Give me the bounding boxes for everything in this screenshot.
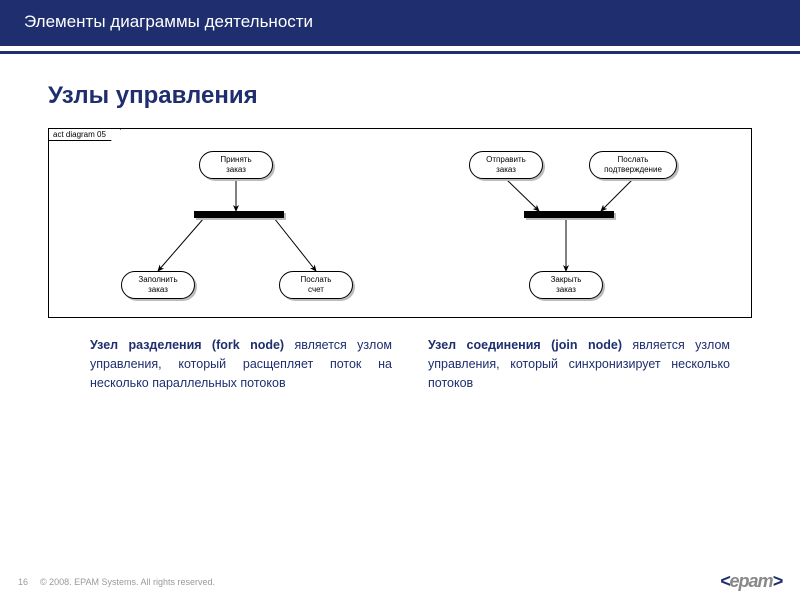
slide-header-title: Элементы диаграммы деятельности <box>24 12 313 31</box>
logo-text: epam <box>729 571 772 591</box>
fork-description: Узел разделения (fork node) является узл… <box>90 336 392 392</box>
arrow-2 <box>274 218 316 271</box>
slide-header: Элементы диаграммы деятельности <box>0 0 800 51</box>
diagram-container: act diagram 05 Принятьзаказ Отправитьзака… <box>48 128 752 318</box>
activity-node-invoice: Послатьсчет <box>279 271 353 299</box>
section-title: Узлы управления <box>0 54 800 128</box>
descriptions-row: Узел разделения (fork node) является узл… <box>0 336 800 392</box>
join-desc-bold: Узел соединения (join node) <box>428 338 622 352</box>
activity-node-confirm: Послатьподтверждение <box>589 151 677 179</box>
logo: <epam> <box>720 571 782 592</box>
activity-node-accept: Принятьзаказ <box>199 151 273 179</box>
arrow-1 <box>158 218 204 271</box>
activity-node-fill: Заполнитьзаказ <box>121 271 195 299</box>
fork-bar <box>194 211 284 218</box>
page-number: 16 <box>18 577 40 587</box>
arrow-3 <box>506 179 539 211</box>
frame-label: act diagram 05 <box>49 129 121 141</box>
diagram-frame: act diagram 05 Принятьзаказ Отправитьзака… <box>48 128 752 318</box>
arrow-4 <box>601 179 633 211</box>
copyright: © 2008. EPAM Systems. All rights reserve… <box>40 577 720 587</box>
activity-node-close: Закрытьзаказ <box>529 271 603 299</box>
join-bar <box>524 211 614 218</box>
footer: 16 © 2008. EPAM Systems. All rights rese… <box>0 571 800 592</box>
fork-desc-bold: Узел разделения (fork node) <box>90 338 284 352</box>
join-description: Узел соединения (join node) является узл… <box>428 336 730 392</box>
activity-node-send: Отправитьзаказ <box>469 151 543 179</box>
